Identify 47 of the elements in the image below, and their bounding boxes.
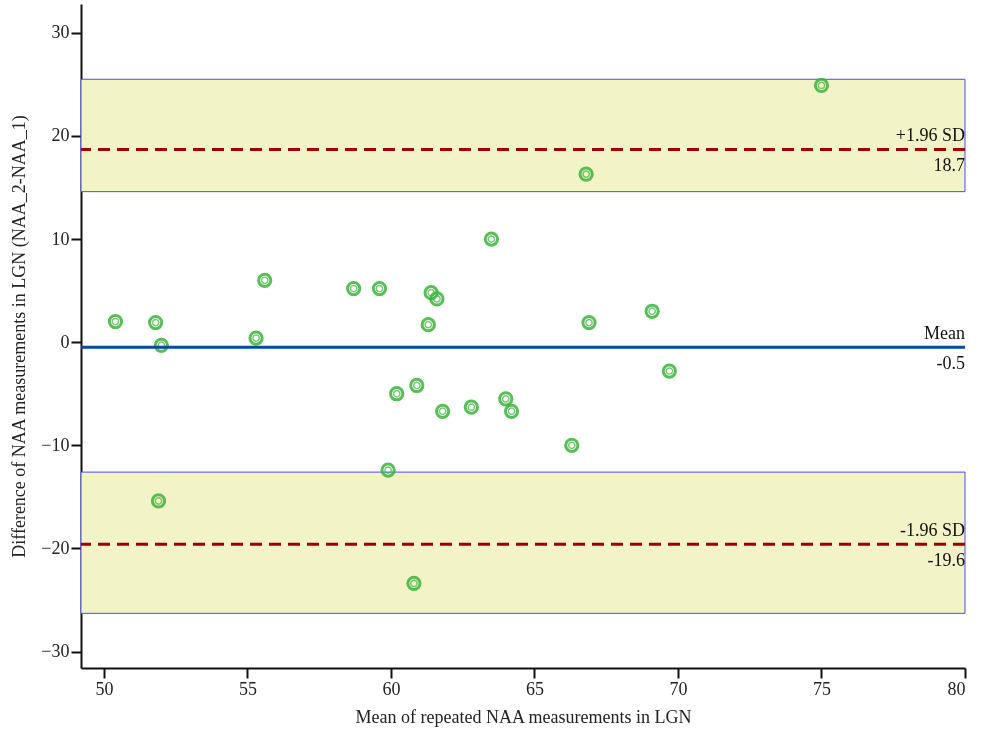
x-axis-title: Mean of repeated NAA measurements in LGN: [355, 706, 692, 727]
point: [578, 166, 594, 182]
annotation: -0.5: [936, 353, 965, 374]
point: [380, 462, 396, 478]
point: [463, 399, 479, 415]
x-tick-label: 55: [238, 678, 257, 699]
x-tick-label: 80: [947, 678, 966, 699]
point: [389, 386, 405, 402]
x-tick-label: 65: [525, 678, 544, 699]
point: [148, 314, 164, 331]
point: [420, 317, 436, 333]
x-tick-label: 70: [669, 678, 688, 699]
point: [498, 391, 514, 407]
point: [581, 314, 597, 331]
ref-line-label: -1.96 SD: [899, 520, 965, 541]
y-tick-label: 30: [51, 22, 70, 43]
point: [483, 231, 500, 247]
ref-line-label: Mean: [924, 323, 965, 344]
y-tick-label: 10: [51, 228, 70, 249]
y-tick-label: 0: [60, 331, 70, 352]
point: [813, 77, 830, 94]
x-tick-label: 75: [812, 678, 831, 699]
point: [423, 285, 439, 301]
point: [150, 493, 167, 509]
ref-line-label: +1.96 SD: [895, 125, 965, 146]
y-axis-title: Difference of NAA measurements in LGN (NAA_2-NAA_1): [9, 115, 31, 558]
point: [248, 330, 264, 346]
point: [107, 313, 124, 330]
annotation: -19.6: [927, 550, 965, 571]
point: [503, 403, 520, 419]
point: [409, 377, 425, 394]
point: [406, 575, 422, 592]
y-tick-label: −30: [41, 641, 70, 661]
point: [257, 272, 273, 288]
point: [661, 363, 677, 379]
x-tick-label: 60: [382, 678, 401, 699]
y-tick-label: −10: [41, 434, 70, 455]
point: [346, 280, 362, 297]
point: [564, 437, 580, 453]
y-tick-label: 20: [51, 125, 70, 146]
y-tick-label: −20: [41, 537, 70, 558]
point: [435, 403, 451, 419]
annotation: 18.7: [933, 155, 965, 176]
x-tick-label: 50: [95, 678, 114, 699]
point: [429, 291, 445, 307]
point: [371, 280, 388, 297]
point: [644, 303, 660, 319]
